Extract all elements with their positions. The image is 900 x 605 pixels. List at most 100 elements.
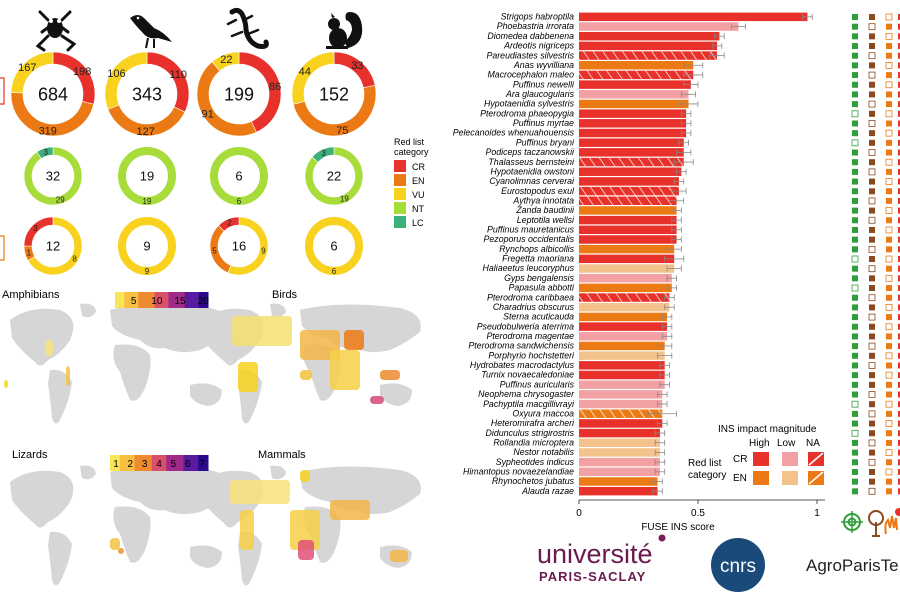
bar (579, 438, 660, 447)
threat-symbol (898, 323, 900, 330)
threat-symbol (886, 285, 892, 292)
threat-symbol (885, 468, 893, 476)
donut-segment-label: 127 (136, 126, 154, 138)
threat-symbol (869, 352, 875, 359)
threat-symbol (885, 255, 893, 263)
bar (579, 128, 687, 138)
threat-symbol (898, 101, 900, 108)
threat-symbol (851, 400, 859, 408)
bar (579, 119, 687, 128)
threat-symbol (868, 487, 876, 495)
threat-symbol (869, 130, 875, 137)
landmass (10, 470, 74, 528)
threat-symbol (869, 43, 875, 50)
bar-row: Podiceps taczanowskii (485, 147, 692, 157)
donut-segment-label: 29 (56, 196, 65, 205)
donut-lizards: 9 5 2 16 (209, 216, 269, 276)
scale-cell (131, 292, 135, 308)
threat-symbol (886, 410, 892, 417)
species-label: Charadrius obscurus (493, 302, 575, 312)
donut-segment-NT (118, 147, 176, 205)
threat-symbol (898, 178, 900, 185)
bird-icon (130, 15, 172, 49)
threat-symbol (898, 285, 900, 292)
richness-patch (45, 340, 53, 356)
threat-symbol (886, 120, 892, 127)
impact-row-en: EN (733, 473, 747, 484)
scale-bottom-tick: 3 (142, 459, 148, 470)
landmass (80, 465, 96, 480)
threat-symbol (898, 304, 900, 311)
threat-symbol (869, 236, 875, 243)
bar (579, 22, 739, 31)
scale-cell (144, 455, 148, 471)
threat-symbol (885, 303, 893, 311)
donut-segment-LC (36, 146, 54, 159)
bar (579, 370, 665, 380)
threat-symbol (868, 100, 876, 108)
threat-symbol (898, 430, 900, 437)
threat-symbol (868, 265, 876, 273)
threat-symbol (869, 381, 875, 388)
bar-row: Fregetta maoriana (502, 254, 685, 264)
impact-side-title-1: Red list (688, 458, 722, 469)
threat-symbol (898, 275, 900, 282)
richness-patch (66, 366, 70, 386)
richness-patch (300, 470, 310, 482)
species-label: Pseudobulweria aterrima (477, 321, 574, 331)
richness-patch (370, 396, 384, 404)
threat-symbol (852, 381, 858, 388)
frog-icon (35, 10, 77, 52)
lizard-icon (226, 7, 269, 49)
donut-segment-label: 91 (202, 109, 214, 121)
donut-mammals: 19 3 22 (304, 146, 364, 206)
bar (579, 399, 663, 409)
threat-symbol (852, 333, 858, 340)
species-label: Pterodroma phaeopygia (480, 108, 574, 118)
threat-symbol (852, 130, 858, 137)
threat-symbol (869, 478, 875, 485)
bar-row: Pachyptila macgillivrayi (483, 399, 668, 409)
donut-total: 6 (330, 239, 337, 254)
threat-symbol (898, 333, 900, 340)
bar (579, 148, 684, 157)
threat-symbol (852, 197, 858, 204)
threat-symbol (886, 72, 892, 79)
threat-symbol (898, 381, 900, 388)
donut-total: 22 (327, 169, 341, 184)
bar-row: Porphyrio hochstetteri (488, 350, 673, 360)
threat-symbol (868, 149, 876, 156)
squirrel-icon (326, 12, 363, 49)
x-axis-title: FUSE INS score (641, 522, 715, 533)
row-bracket-total (0, 77, 5, 105)
threat-symbol (868, 23, 876, 31)
species-label: Pterodroma magentae (486, 331, 574, 341)
threat-symbol-matrix (851, 13, 900, 495)
threat-symbol (886, 43, 892, 50)
donut-total: 6 (235, 169, 242, 184)
bar-row: Ara glaucogularis (505, 89, 697, 99)
bar-hatch (579, 70, 694, 80)
scale-cell (152, 292, 156, 308)
threat-symbol (851, 255, 859, 263)
bar-row: Thalasseus bernsteini (488, 157, 694, 167)
bar-row: Himantopus novaezelandiae (463, 467, 666, 477)
threat-symbol (885, 110, 893, 118)
scale-cell (119, 455, 123, 471)
threat-symbol (852, 149, 858, 156)
threat-symbol (852, 352, 858, 359)
legend-swatch-LC (394, 216, 406, 228)
donut-segment-label: 6 (332, 267, 337, 276)
donut-mammals: 66 (305, 217, 363, 276)
threat-symbol (898, 468, 900, 475)
threat-symbol (852, 81, 858, 88)
threat-symbol (869, 14, 875, 20)
scale-cell (175, 292, 179, 308)
donut-segment-label: 110 (170, 69, 188, 81)
threat-symbol (885, 81, 893, 89)
threat-symbol (852, 343, 858, 350)
bar-row: Heteromirafra archeri (491, 418, 668, 428)
species-label: Strigops habroptila (501, 12, 574, 22)
